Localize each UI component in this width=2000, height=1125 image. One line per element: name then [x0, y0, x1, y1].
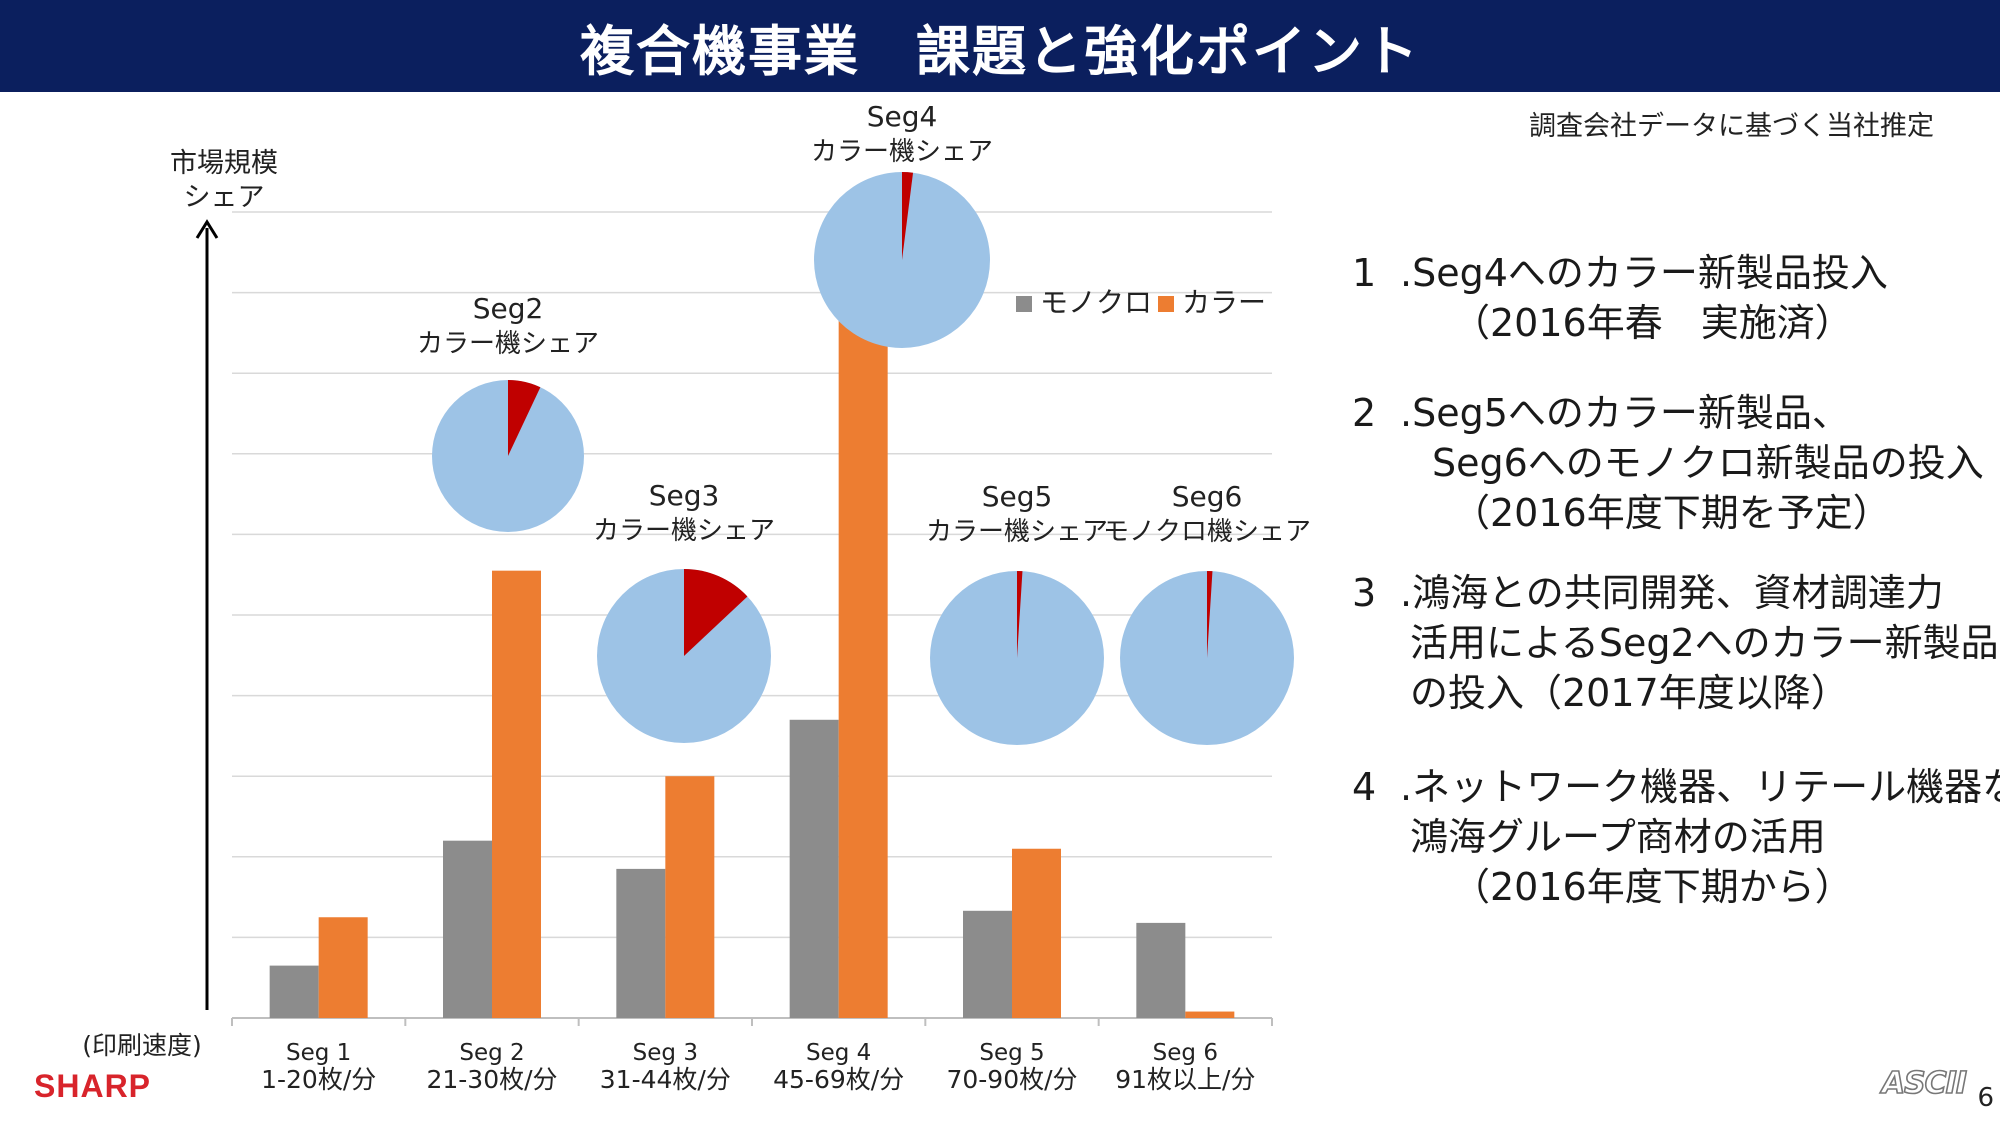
x-axis-label: (印刷速度) — [82, 1031, 202, 1060]
bar-color — [838, 304, 888, 1018]
pie-slice-share — [684, 569, 748, 656]
y-axis-arrowhead — [195, 219, 219, 239]
key-point-number: 1 — [1352, 251, 1377, 295]
x-tick-label-range: 31-44枚/分 — [600, 1065, 731, 1094]
bar-mono — [616, 868, 666, 1018]
bar-mono — [789, 719, 839, 1018]
bar-mono — [269, 965, 319, 1018]
key-point-line: （2016年度下期から） — [1452, 865, 1853, 909]
x-tick-label-range: 21-30枚/分 — [426, 1065, 557, 1094]
pie-title-segment: Seg4 — [867, 100, 938, 133]
bar-color — [492, 570, 541, 1018]
key-point-line: Seg6へのモノクロ新製品の投入 — [1432, 441, 1984, 485]
page-title: 複合機事業 課題と強化ポイント — [580, 19, 1420, 83]
pie-title-label: カラー機シェア — [811, 137, 993, 167]
x-tick-label-segment: Seg 2 — [459, 1040, 524, 1066]
x-tick-label-segment: Seg 3 — [633, 1040, 698, 1066]
legend-swatch-mono — [1016, 296, 1032, 312]
key-point-text: .鴻海との共同開発、資材調達力 — [1400, 571, 1944, 615]
x-tick-label-segment: Seg 6 — [1153, 1040, 1218, 1066]
x-tick-label-segment: Seg 4 — [806, 1040, 871, 1066]
bar-color — [1185, 1011, 1235, 1018]
sharp-logo: SHARP — [34, 1068, 152, 1104]
bar-color — [1012, 848, 1061, 1018]
pie-title-segment: Seg5 — [982, 480, 1053, 513]
legend-swatch-color — [1158, 296, 1174, 312]
page-number: 6 — [1977, 1083, 1994, 1113]
key-point-line: 1 .Seg4へのカラー新製品投入 — [1352, 248, 1992, 298]
key-point-number: 2 — [1352, 391, 1377, 435]
legend-label-color: カラー — [1182, 286, 1266, 319]
title-bar: 複合機事業 課題と強化ポイント — [0, 0, 2000, 92]
ascii-watermark: ASCII — [1881, 1065, 1968, 1102]
key-point-number: 4 — [1352, 765, 1377, 809]
y-axis-label: 市場規模 — [170, 148, 278, 179]
bar-mono — [963, 910, 1012, 1018]
x-tick-label-range: 45-69枚/分 — [773, 1065, 904, 1094]
x-tick-label-range: 70-90枚/分 — [946, 1065, 1077, 1094]
bar-color — [318, 917, 368, 1018]
key-point-2: 2 .Seg5へのカラー新製品、 Seg6へのモノクロ新製品の投入 （2016年度… — [1352, 388, 1992, 538]
pie-title-label: モノクロ機シェア — [1103, 517, 1311, 547]
pie-title-segment: Seg6 — [1172, 480, 1243, 513]
bar-mono — [1136, 922, 1186, 1018]
key-point-3: 3 .鴻海との共同開発、資材調達力 活用によるSeg2へのカラー新製品 の投入（2… — [1352, 568, 1999, 718]
bar-mono — [443, 840, 492, 1018]
legend-label-mono: モノクロ — [1040, 286, 1152, 319]
pie-slice-share — [902, 172, 914, 260]
key-point-line: （2016年度下期を予定） — [1452, 491, 1891, 535]
bar-color — [665, 776, 715, 1018]
x-tick-label-range: 91枚以上/分 — [1115, 1065, 1255, 1094]
key-point-4: 4 .ネットワーク機器、リテール機器など 鴻海グループ商材の活用 （2016年度下… — [1352, 762, 2000, 912]
key-point-line: 4 .ネットワーク機器、リテール機器など — [1352, 762, 2000, 812]
key-point-text: .Seg5へのカラー新製品、 — [1400, 391, 1850, 435]
pie-title-label: カラー機シェア — [417, 329, 599, 359]
pie-title-label: カラー機シェア — [926, 517, 1108, 547]
pie-title-label: カラー機シェア — [593, 516, 775, 546]
key-point-line: 活用によるSeg2へのカラー新製品 — [1410, 621, 1999, 665]
key-point-line: （2016年春 実施済） — [1452, 301, 1853, 345]
key-point-1: 1 .Seg4へのカラー新製品投入 （2016年春 実施済） — [1352, 248, 1992, 348]
key-point-text: .Seg4へのカラー新製品投入 — [1400, 251, 1888, 295]
key-point-line: 3 .鴻海との共同開発、資材調達力 — [1352, 568, 1992, 618]
pie-slice-share — [1207, 571, 1213, 658]
key-point-line: の投入（2017年度以降） — [1410, 671, 1849, 715]
key-point-number: 3 — [1352, 571, 1377, 615]
y-axis-label: シェア — [184, 182, 265, 213]
x-tick-label-segment: Seg 1 — [286, 1040, 351, 1066]
key-point-text: .ネットワーク機器、リテール機器など — [1400, 765, 2000, 809]
pie-slice-share — [1017, 571, 1023, 658]
pie-title-segment: Seg3 — [649, 479, 720, 512]
source-note: 調査会社データに基づく当社推定 — [1529, 111, 1934, 142]
x-tick-label-segment: Seg 5 — [979, 1040, 1044, 1066]
pie-slice-share — [508, 380, 541, 456]
key-point-line: 2 .Seg5へのカラー新製品、 — [1352, 388, 1992, 438]
key-point-line: 鴻海グループ商材の活用 — [1410, 815, 1826, 859]
pie-title-segment: Seg2 — [473, 292, 544, 325]
x-tick-label-range: 1-20枚/分 — [261, 1065, 376, 1094]
